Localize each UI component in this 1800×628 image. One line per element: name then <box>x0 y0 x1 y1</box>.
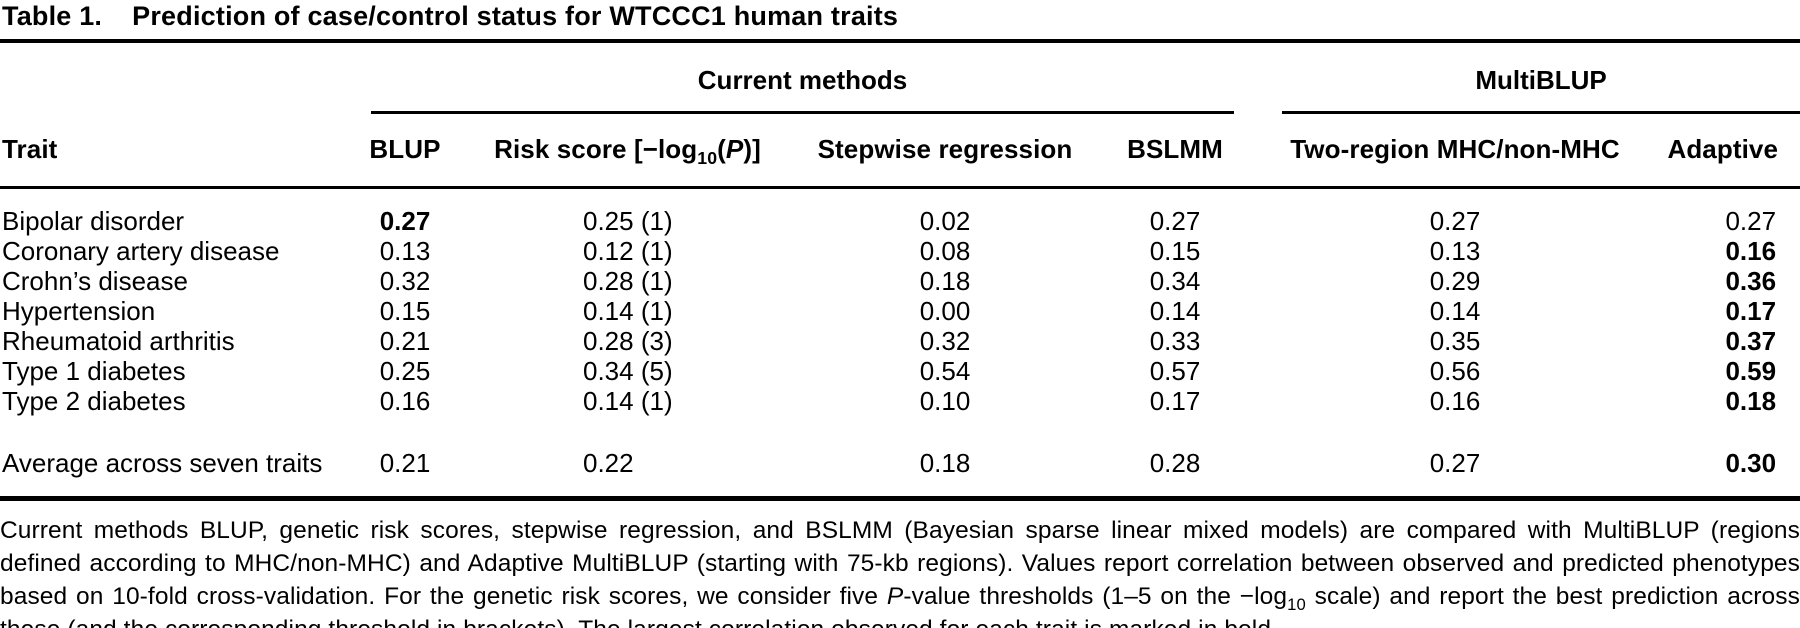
bslmm-cell: 0.14 <box>1149 296 1201 326</box>
summary-row: Average across seven traits 0.21 0.22 0.… <box>0 416 1800 499</box>
trait-cell: Bipolar disorder <box>2 206 185 236</box>
spanner-current-methods: Current methods <box>371 65 1235 114</box>
stepwise-cell: 0.18 <box>919 266 971 296</box>
two-region-cell: 0.56 <box>1429 356 1481 386</box>
adaptive-cell: 0.27 <box>1725 206 1777 236</box>
risk-score-cell: 0.28 (1) <box>583 266 673 296</box>
adaptive-cell: 0.16 <box>1725 236 1777 266</box>
column-header-trait: Trait <box>0 114 355 189</box>
blup-cell: 0.21 <box>379 326 431 356</box>
two-region-cell: 0.35 <box>1429 326 1481 356</box>
trait-cell: Rheumatoid arthritis <box>2 326 235 356</box>
bslmm-cell: 0.27 <box>1149 206 1201 236</box>
spanner-multiblup: MultiBLUP <box>1282 65 1800 114</box>
stepwise-cell: 0.54 <box>919 356 971 386</box>
column-header-bslmm: BSLMM <box>1090 114 1261 189</box>
stepwise-cell: 0.08 <box>919 236 971 266</box>
column-header-adaptive: Adaptive <box>1650 114 1800 189</box>
stepwise-cell: 0.10 <box>919 386 971 416</box>
bslmm-cell: 0.17 <box>1149 386 1201 416</box>
blup-cell: 0.21 <box>379 448 431 478</box>
adaptive-cell: 0.18 <box>1725 386 1777 416</box>
stepwise-cell: 0.32 <box>919 326 971 356</box>
two-region-cell: 0.29 <box>1429 266 1481 296</box>
table-row: Type 1 diabetes 0.25 0.34 (5) 0.54 0.57 … <box>0 356 1800 386</box>
stepwise-cell: 0.18 <box>919 448 971 478</box>
trait-cell: Coronary artery disease <box>2 236 280 266</box>
two-region-cell: 0.13 <box>1429 236 1481 266</box>
table-row: Crohn’s disease 0.32 0.28 (1) 0.18 0.34 … <box>0 266 1800 296</box>
column-header-blup: BLUP <box>355 114 455 189</box>
table-caption: Prediction of case/control status for WT… <box>132 1 899 31</box>
stepwise-cell: 0.02 <box>919 206 971 236</box>
bslmm-cell: 0.28 <box>1149 448 1201 478</box>
blup-cell: 0.16 <box>379 386 431 416</box>
table-row: Bipolar disorder 0.27 0.25 (1) 0.02 0.27… <box>0 188 1800 237</box>
blup-cell: 0.27 <box>379 206 431 236</box>
two-region-cell: 0.14 <box>1429 296 1481 326</box>
table-title: Table 1. Prediction of case/control statu… <box>0 0 1800 43</box>
risk-score-cell: 0.22 <box>583 448 634 478</box>
risk-score-cell: 0.14 (1) <box>583 296 673 326</box>
bslmm-cell: 0.33 <box>1149 326 1201 356</box>
footnote-text: scale) and report the best prediction ac… <box>0 583 1800 628</box>
column-header-two-region: Two-region MHC/non-MHC <box>1260 114 1651 189</box>
trait-cell: Type 1 diabetes <box>2 356 186 386</box>
table-row: Rheumatoid arthritis 0.21 0.28 (3) 0.32 … <box>0 326 1800 356</box>
adaptive-cell: 0.37 <box>1725 326 1777 356</box>
spanner-current-methods-cell: Current methods <box>355 43 1260 114</box>
risk-score-cell: 0.12 (1) <box>583 236 673 266</box>
adaptive-cell: 0.36 <box>1725 266 1777 296</box>
two-region-cell: 0.27 <box>1429 206 1481 236</box>
adaptive-cell: 0.59 <box>1725 356 1777 386</box>
trait-cell: Hypertension <box>2 296 156 326</box>
column-header-stepwise: Stepwise regression <box>800 114 1090 189</box>
table-row: Hypertension 0.15 0.14 (1) 0.00 0.14 0.1… <box>0 296 1800 326</box>
spanner-empty-cell <box>0 43 355 114</box>
footnote-text: Current methods BLUP, genetic risk score… <box>0 517 1800 610</box>
trait-cell: Type 2 diabetes <box>2 386 186 416</box>
blup-cell: 0.15 <box>379 296 431 326</box>
results-table: Current methods MultiBLUP Trait BLUP Ris… <box>0 43 1800 501</box>
footnote-text: -value thresholds (1–5 on the −log <box>903 583 1288 610</box>
table-number-label: Table 1. <box>2 1 103 31</box>
adaptive-cell: 0.30 <box>1725 448 1777 478</box>
risk-score-cell: 0.25 (1) <box>583 206 673 236</box>
risk-score-cell: 0.14 (1) <box>583 386 673 416</box>
spanner-multiblup-cell: MultiBLUP <box>1260 43 1800 114</box>
adaptive-cell: 0.17 <box>1725 296 1777 326</box>
column-header-row: Trait BLUP Risk score [−log10(P)] Stepwi… <box>0 114 1800 189</box>
blup-cell: 0.25 <box>379 356 431 386</box>
two-region-cell: 0.27 <box>1429 448 1481 478</box>
stepwise-cell: 0.00 <box>919 296 971 326</box>
table-row: Coronary artery disease 0.13 0.12 (1) 0.… <box>0 236 1800 266</box>
spanner-row: Current methods MultiBLUP <box>0 43 1800 114</box>
risk-score-cell: 0.34 (5) <box>583 356 673 386</box>
bslmm-cell: 0.15 <box>1149 236 1201 266</box>
column-header-risk-score: Risk score [−log10(P)] <box>455 114 800 189</box>
bslmm-cell: 0.57 <box>1149 356 1201 386</box>
risk-score-cell: 0.28 (3) <box>583 326 673 356</box>
footnote-p-italic: P <box>886 583 904 610</box>
bslmm-cell: 0.34 <box>1149 266 1201 296</box>
two-region-cell: 0.16 <box>1429 386 1481 416</box>
table-footnote: Current methods BLUP, genetic risk score… <box>0 514 1800 628</box>
blup-cell: 0.13 <box>379 236 431 266</box>
footnote-log-subscript: 10 <box>1287 594 1306 614</box>
table-row: Type 2 diabetes 0.16 0.14 (1) 0.10 0.17 … <box>0 386 1800 416</box>
blup-cell: 0.32 <box>379 266 431 296</box>
trait-cell: Crohn’s disease <box>2 266 188 296</box>
trait-cell: Average across seven traits <box>2 448 323 478</box>
